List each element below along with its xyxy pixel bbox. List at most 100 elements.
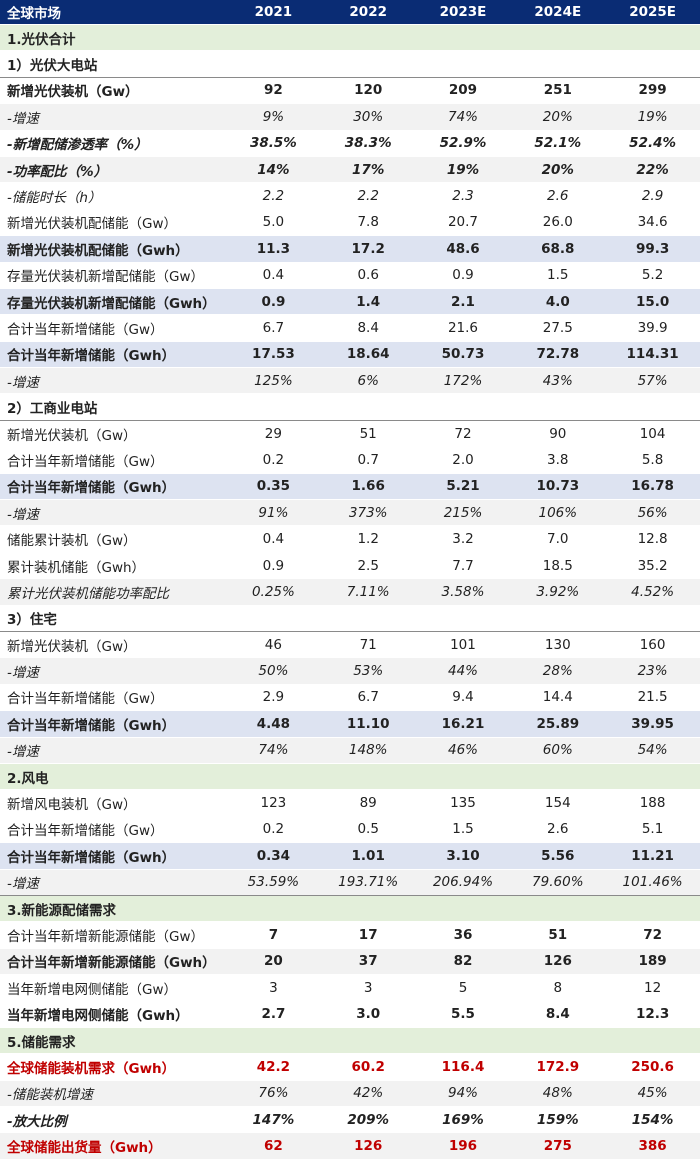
table-cell: 17.2 <box>320 235 416 263</box>
table-cell: 53% <box>320 657 416 685</box>
table-cell: 0.4 <box>226 525 321 553</box>
table-cell: 4.52% <box>605 578 700 606</box>
table-cell: 169% <box>415 1106 511 1134</box>
table-row: 累计光伏装机储能功率配比 0.25% 7.11% 3.58% 3.92% 4.52% <box>0 578 700 606</box>
table-cell: 1.2 <box>320 525 416 553</box>
table-cell: 42.2 <box>226 1053 321 1081</box>
table-cell: 250.6 <box>605 1053 700 1081</box>
row-label: 累计光伏装机储能功率配比 <box>0 578 226 606</box>
table-cell: 57% <box>605 367 700 395</box>
table-cell: 3.0 <box>320 1000 416 1028</box>
table-cell: 48.6 <box>415 235 511 263</box>
table-cell: 11.3 <box>226 235 321 263</box>
table-cell: 44% <box>415 657 511 685</box>
row-label: 当年新增电网侧储能（Gw） <box>0 974 226 1002</box>
table-cell: 19% <box>415 156 511 184</box>
table-cell: 21.5 <box>605 684 700 712</box>
table-cell: 373% <box>320 499 416 527</box>
row-label: 合计当年新增储能（Gw） <box>0 446 226 474</box>
row-label: 新增光伏装机配储能（Gw） <box>0 209 226 237</box>
table-row: 新增风电装机（Gw） 123 89 135 154 188 <box>0 789 700 817</box>
table-cell: 5.0 <box>226 209 321 237</box>
row-label: -储能装机增速 <box>0 1080 226 1108</box>
row-label: -增速 <box>0 869 226 896</box>
table-cell: 114.31 <box>605 341 700 369</box>
subsection-title: 3）住宅 <box>0 605 700 632</box>
table-cell: 188 <box>605 789 700 817</box>
row-label: 合计当年新增储能（Gwh） <box>0 842 226 870</box>
table-cell: 3.2 <box>415 525 511 553</box>
table-cell: 0.5 <box>320 816 416 844</box>
table-cell: 116.4 <box>415 1053 511 1081</box>
table-cell: 20.7 <box>415 209 511 237</box>
table-cell: 126 <box>320 1132 416 1160</box>
table-cell: 2.3 <box>415 182 511 210</box>
table-row: -增速 53.59% 193.71% 206.94% 79.60% 101.46% <box>0 869 700 896</box>
row-label: 合计当年新增新能源储能（Gw） <box>0 921 226 949</box>
table-cell: 0.4 <box>226 262 321 289</box>
header-year: 2022 <box>320 0 416 25</box>
table-cell: 275 <box>510 1132 606 1160</box>
table-row: 合计当年新增储能（Gw） 6.7 8.4 21.6 27.5 39.9 <box>0 314 700 342</box>
table-cell: 79.60% <box>510 869 606 896</box>
table-cell: 172.9 <box>510 1053 606 1081</box>
table-cell: 6% <box>320 367 416 395</box>
table-row: -功率配比（%） 14% 17% 19% 20% 22% <box>0 156 700 184</box>
row-label: 合计当年新增储能（Gw） <box>0 816 226 844</box>
table-cell: 7.11% <box>320 578 416 606</box>
table-cell: 60% <box>510 737 606 764</box>
table-cell: 17.53 <box>226 341 321 369</box>
table-cell: 154 <box>510 789 606 817</box>
table-cell: 46 <box>226 631 321 659</box>
table-cell: 34.6 <box>605 209 700 237</box>
table-cell: 21.6 <box>415 314 511 342</box>
row-label: 合计当年新增储能（Gwh） <box>0 710 226 738</box>
table-cell: 38.3% <box>320 130 416 157</box>
table-cell: 6.7 <box>320 684 416 712</box>
table-row: 合计当年新增储能（Gwh） 4.48 11.10 16.21 25.89 39.95 <box>0 710 700 738</box>
table-row: -增速 125% 6% 172% 43% 57% <box>0 367 700 395</box>
row-label: 新增光伏装机（Gw） <box>0 420 226 448</box>
table-row: -增速 74% 148% 46% 60% 54% <box>0 737 700 764</box>
table-row: 新增光伏装机（Gw） 92 120 209 251 299 <box>0 77 700 105</box>
table-cell: 76% <box>226 1080 321 1108</box>
table-cell: 130 <box>510 631 606 659</box>
table-cell: 2.5 <box>320 552 416 580</box>
table-row: 储能累计装机（Gw） 0.4 1.2 3.2 7.0 12.8 <box>0 525 700 553</box>
table-cell: 299 <box>605 77 700 105</box>
table-row: 新增光伏装机配储能（Gw） 5.0 7.8 20.7 26.0 34.6 <box>0 209 700 237</box>
section-row: 5.储能需求 <box>0 1027 700 1055</box>
table-row: 合计当年新增储能（Gwh） 0.35 1.66 5.21 10.73 16.78 <box>0 473 700 501</box>
table-cell: 104 <box>605 420 700 448</box>
table-cell: 20% <box>510 156 606 184</box>
table-cell: 5.5 <box>415 1000 511 1028</box>
table-cell: 9% <box>226 103 321 131</box>
table-cell: 386 <box>605 1132 700 1160</box>
table-cell: 12 <box>605 974 700 1002</box>
table-cell: 30% <box>320 103 416 131</box>
table-cell: 193.71% <box>320 869 416 896</box>
table-cell: 90 <box>510 420 606 448</box>
table-cell: 8.4 <box>510 1000 606 1028</box>
table-cell: 125% <box>226 367 321 395</box>
table-cell: 42% <box>320 1080 416 1108</box>
table-cell: 43% <box>510 367 606 395</box>
table-cell: 0.9 <box>226 288 321 316</box>
subsection-row: 1）光伏大电站 <box>0 50 700 78</box>
table-cell: 74% <box>415 103 511 131</box>
table-row: -新增配储渗透率（%） 38.5% 38.3% 52.9% 52.1% 52.4% <box>0 130 700 157</box>
table-cell: 101.46% <box>605 869 700 896</box>
table-cell: 16.78 <box>605 473 700 501</box>
table-cell: 38.5% <box>226 130 321 157</box>
table-cell: 206.94% <box>415 869 511 896</box>
table-cell: 14.4 <box>510 684 606 712</box>
row-label: 全球储能装机需求（Gwh） <box>0 1053 226 1081</box>
table-cell: 10.73 <box>510 473 606 501</box>
row-label: 累计装机储能（Gwh） <box>0 552 226 580</box>
table-cell: 5.21 <box>415 473 511 501</box>
row-label: 合计当年新增储能（Gw） <box>0 314 226 342</box>
table-cell: 39.9 <box>605 314 700 342</box>
table-cell: 135 <box>415 789 511 817</box>
table-row: 合计当年新增新能源储能（Gwh） 20 37 82 126 189 <box>0 948 700 976</box>
table-row: 当年新增电网侧储能（Gw） 3 3 5 8 12 <box>0 974 700 1002</box>
